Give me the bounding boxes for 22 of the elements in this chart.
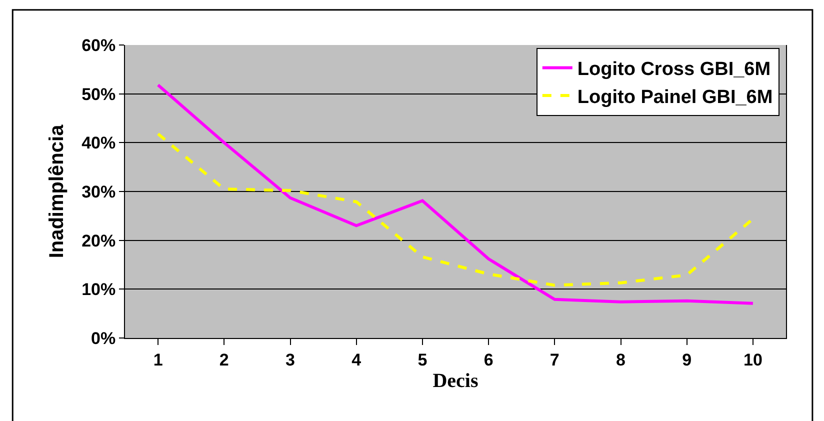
line-series xyxy=(156,132,754,287)
legend-label: Logito Cross GBI_6M xyxy=(577,59,771,80)
x-tick-label: 9 xyxy=(682,350,692,370)
y-tick-label: 10% xyxy=(82,280,116,300)
x-axis-title: Decis xyxy=(432,370,478,392)
x-tick-label: 8 xyxy=(616,350,626,370)
y-tick-label: 0% xyxy=(91,328,116,348)
y-tick-label: 30% xyxy=(82,182,116,202)
y-tick-label: 50% xyxy=(82,84,116,104)
x-tick-label: 10 xyxy=(743,350,762,370)
y-axis-title: Inadimplência xyxy=(46,124,68,258)
x-tick-label: 5 xyxy=(418,350,428,370)
x-tick-label: 6 xyxy=(484,350,494,370)
x-tick-label: 4 xyxy=(352,350,362,370)
y-tick-label: 60% xyxy=(82,36,116,55)
y-tick-label: 20% xyxy=(82,231,116,250)
x-tick-label: 1 xyxy=(153,350,163,370)
y-tick-label: 40% xyxy=(82,134,116,153)
x-tick-label: 2 xyxy=(219,350,229,370)
x-tick-label: 3 xyxy=(286,350,295,370)
x-tick-label: 7 xyxy=(550,350,560,370)
legend-label: Logito Painel GBI_6M xyxy=(577,86,773,108)
